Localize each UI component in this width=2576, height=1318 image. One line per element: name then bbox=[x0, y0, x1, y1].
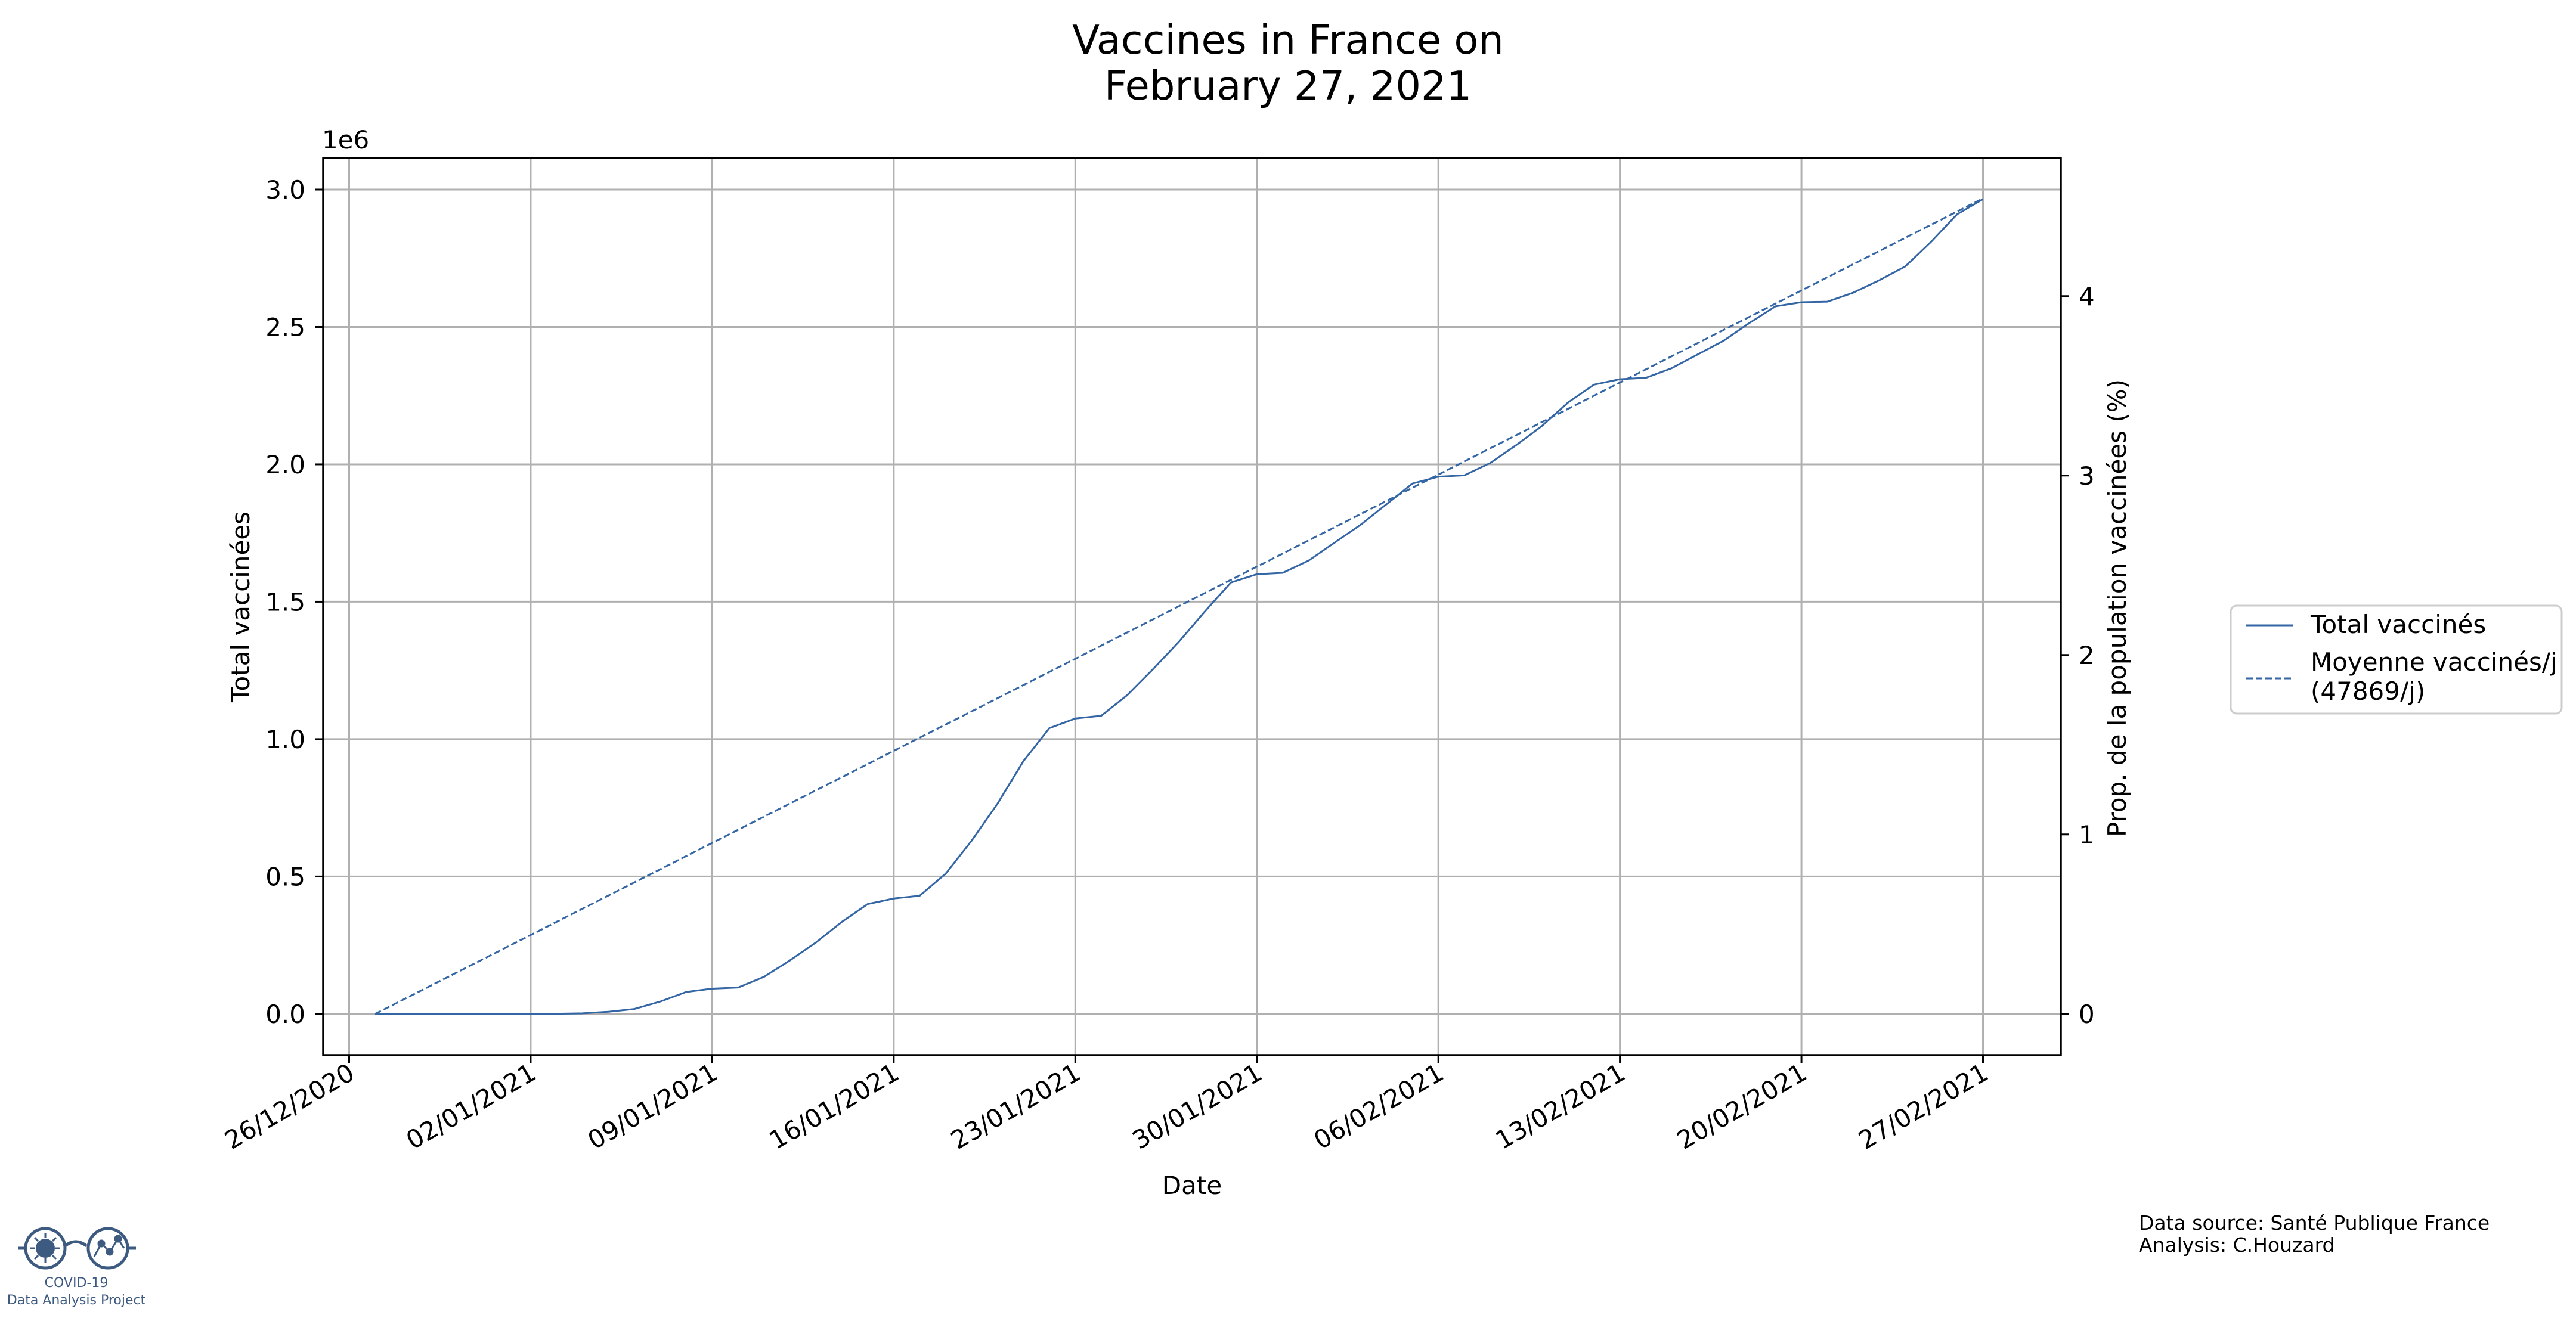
legend-label-average-line-1: Moyenne vaccinés/j bbox=[2311, 647, 2558, 677]
covid-data-analysis-logo: COVID-19 Data Analysis Project bbox=[7, 1227, 146, 1308]
plot-frame bbox=[322, 157, 2062, 1056]
x-tick-label: 16/01/2021 bbox=[764, 1057, 904, 1155]
y2-tick-label: 2 bbox=[2079, 641, 2095, 670]
grid-lines bbox=[323, 158, 2061, 1055]
series-lines bbox=[374, 197, 1984, 1015]
y-offset-label: 1e6 bbox=[322, 125, 369, 154]
legend-label-average-line-2: (47869/j) bbox=[2311, 677, 2425, 706]
y-axis-ticks: 0.0 0.5 1.0 1.5 2.0 2.5 3.0 bbox=[265, 175, 323, 1029]
x-tick-label: 20/02/2021 bbox=[1672, 1057, 1812, 1155]
y-tick-label: 1.0 bbox=[265, 725, 305, 754]
y2-tick-label: 4 bbox=[2079, 282, 2095, 311]
x-tick-label: 09/01/2021 bbox=[583, 1057, 722, 1155]
x-tick-label: 30/01/2021 bbox=[1128, 1057, 1267, 1155]
svg-text:Moyenne vaccinés/j (4786: Moyenne vaccinés/j (47869/j) bbox=[2311, 647, 2565, 706]
glasses-icon bbox=[18, 1227, 136, 1270]
chart-title-line-1: Vaccines in France on bbox=[1072, 17, 1504, 63]
y2-axis-label: Prop. de la population vaccinées (%) bbox=[2103, 379, 2132, 837]
y-axis-label: Total vaccinées bbox=[226, 511, 255, 703]
footer-analysis: Analysis: C.Houzard bbox=[2139, 1233, 2335, 1257]
footer-source: Data source: Santé Publique France bbox=[2139, 1211, 2490, 1235]
x-axis-ticks: 26/12/2020 02/01/2021 09/01/2021 16/01/2021… bbox=[219, 1055, 1993, 1155]
x-tick-label: 23/01/2021 bbox=[946, 1057, 1085, 1155]
legend-box bbox=[2230, 604, 2563, 715]
chart-title-line-2: February 27, 2021 bbox=[1104, 63, 1472, 109]
y-tick-label: 1.5 bbox=[265, 587, 305, 616]
x-tick-label: 26/12/2020 bbox=[219, 1057, 359, 1155]
legend-label-total: Total vaccinés bbox=[2310, 610, 2486, 639]
y-tick-label: 3.0 bbox=[265, 175, 305, 204]
logo-line-1: COVID-19 bbox=[45, 1276, 109, 1291]
y-tick-label: 2.5 bbox=[265, 312, 305, 342]
y-tick-label: 0.5 bbox=[265, 862, 305, 891]
y2-axis-ticks: 0 1 2 3 4 bbox=[2061, 282, 2095, 1029]
x-tick-label: 06/02/2021 bbox=[1309, 1057, 1448, 1155]
y2-tick-label: 1 bbox=[2079, 820, 2095, 849]
y2-tick-label: 3 bbox=[2079, 461, 2095, 491]
series-line-average bbox=[374, 197, 1984, 1015]
x-tick-label: 27/02/2021 bbox=[1853, 1057, 1993, 1155]
x-tick-label: 13/02/2021 bbox=[1490, 1057, 1630, 1155]
x-axis-label: Date bbox=[1162, 1171, 1222, 1200]
y-tick-label: 2.0 bbox=[265, 450, 305, 479]
x-tick-label: 02/01/2021 bbox=[401, 1057, 541, 1155]
legend: Total vaccinés Moyenne vaccinés/j (47869… bbox=[2230, 604, 2565, 715]
series-line-total bbox=[375, 198, 1984, 1015]
y-tick-label: 0.0 bbox=[265, 1000, 305, 1029]
logo-line-2: Data Analysis Project bbox=[7, 1293, 146, 1308]
y2-tick-label: 0 bbox=[2079, 1000, 2095, 1029]
